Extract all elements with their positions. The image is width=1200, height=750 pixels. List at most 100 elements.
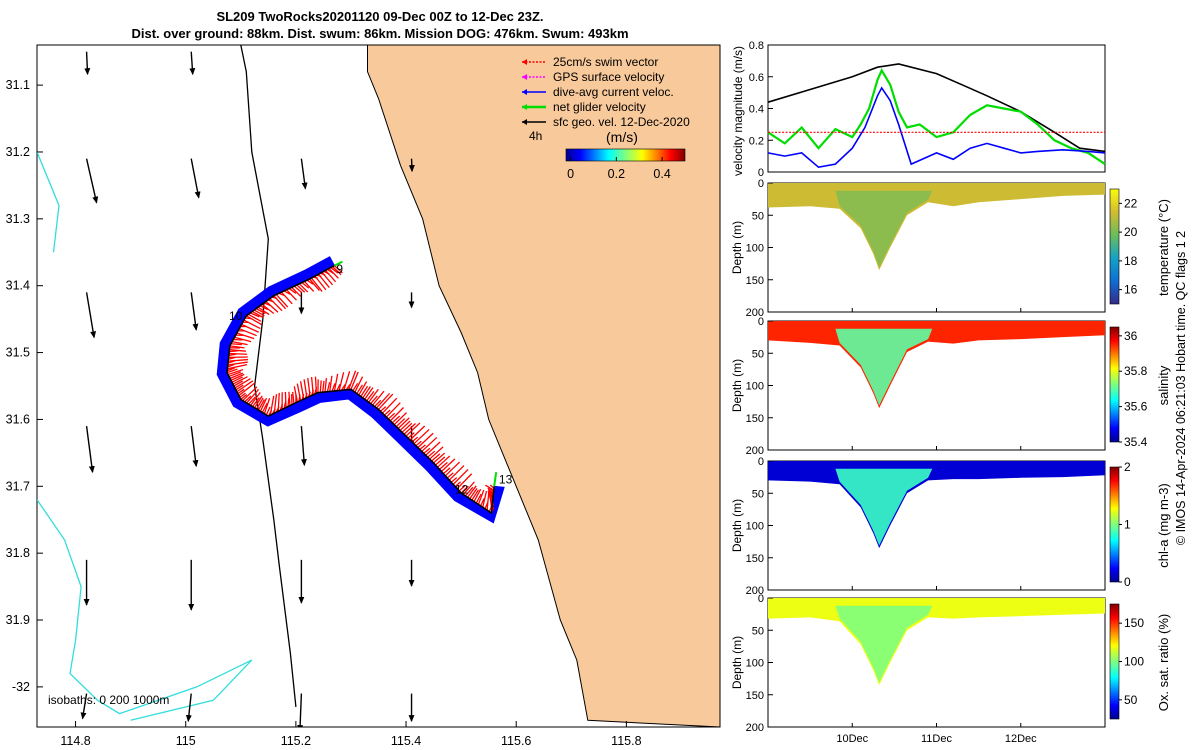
swim-vector: [281, 291, 293, 305]
geo-vector-arrow: [85, 158, 99, 204]
swim-vector: [401, 422, 413, 433]
swim-vector: [324, 377, 328, 393]
map-y-tick-label: 31.3: [6, 212, 30, 226]
section-colorbar-label: 20: [1124, 225, 1138, 239]
section-colorbar: [1109, 188, 1120, 305]
section-colorbar-label: 22: [1124, 196, 1138, 210]
swim-vector: [242, 386, 258, 402]
net-velocity-start: [333, 260, 343, 267]
net-track-line: [226, 264, 495, 515]
swim-vector: [450, 477, 458, 483]
swim-vector: [226, 368, 238, 374]
swim-vector: [293, 285, 303, 294]
legend-label: dive-avg current veloc.: [553, 85, 674, 99]
swim-vector: [248, 396, 256, 405]
section-colorbar-label: 1: [1124, 518, 1131, 532]
swim-vector: [332, 266, 342, 276]
swim-vector: [441, 458, 456, 472]
section-depth-tick-label: 50: [752, 625, 764, 637]
section-colorbar: [1109, 326, 1120, 443]
swim-vector: [309, 278, 320, 291]
section-depth-tick-label: 100: [746, 243, 764, 255]
legend-sub-4h: 4h: [529, 129, 542, 143]
colorbar-tick-label: 0.2: [608, 167, 625, 181]
swim-vector: [403, 423, 416, 435]
section-colorbar-label: 50: [1124, 693, 1138, 707]
swim-vector: [444, 461, 461, 477]
geo-vector-arrow: [300, 426, 307, 467]
swim-vector: [306, 279, 314, 285]
section-depth-tick-label: 150: [746, 275, 764, 287]
swim-vector: [265, 300, 279, 313]
swim-vector: [234, 378, 251, 389]
map-x-ticks: 114.8 115 115.2 115.4 115.6 115.8: [60, 721, 642, 748]
geo-vector-arrow: [85, 426, 95, 474]
swim-vector: [448, 465, 465, 481]
swim-vector: [487, 487, 494, 495]
swim-vector: [331, 383, 336, 392]
swim-vector: [310, 277, 323, 292]
section-colorbar-label: 100: [1124, 655, 1144, 669]
isobath-1000: [37, 499, 253, 721]
swim-vector: [263, 398, 271, 414]
swim-vector: [257, 306, 270, 316]
swim-vector: [376, 392, 391, 409]
swim-vector: [286, 289, 297, 301]
geo-vector-arrow: [185, 693, 192, 723]
geo-vector-arrow: [84, 51, 91, 76]
geo-vector-arrow: [408, 158, 415, 173]
map-y-tick-label: 31.9: [6, 613, 30, 627]
swim-vector: [409, 425, 426, 441]
swim-vector: [230, 343, 242, 346]
swim-vector: [298, 283, 309, 293]
swim-vector: [333, 265, 343, 274]
swim-vector: [232, 376, 248, 385]
swim-vector: [245, 315, 262, 326]
swim-vector: [352, 382, 359, 392]
swim-vector: [229, 372, 244, 379]
velocity-y-tick-label: 0: [758, 167, 764, 179]
velocity-y-tick-label: 0.4: [749, 104, 764, 116]
section-core-fill: [835, 605, 933, 683]
swim-vector: [296, 284, 306, 293]
swim-vector: [238, 328, 257, 337]
section-depth-tick-label: 50: [752, 348, 764, 360]
swim-vector: [464, 486, 474, 497]
swim-vector: [227, 364, 248, 370]
figure-title-line1: SL209 TwoRocks20201120 09-Dec 00Z to 12-…: [216, 9, 544, 24]
net-velocity-end: [493, 472, 498, 487]
swim-vector: [446, 472, 454, 479]
velocity-series-line: [767, 68, 1106, 166]
section-ylabel: Depth (m): [730, 359, 744, 412]
swim-vector: [250, 392, 261, 406]
swim-vector: [354, 376, 364, 393]
legend-arrowhead: [522, 89, 527, 95]
swim-vector: [429, 446, 444, 460]
swim-vector: [419, 444, 426, 451]
swim-vector: [427, 450, 436, 458]
swim-vector: [267, 299, 274, 303]
swim-vector: [364, 387, 374, 400]
swim-vector: [228, 352, 248, 355]
track-day-label: 13: [499, 473, 513, 487]
swim-vector: [475, 493, 482, 504]
map-x-tick-label: 114.8: [60, 734, 90, 748]
colorbar-label: (m/s): [606, 129, 638, 145]
swim-vector: [366, 390, 375, 402]
velocity-series-line: [767, 63, 1106, 153]
swim-vector: [233, 338, 243, 341]
track-day-label: 12: [455, 483, 469, 497]
swim-vector: [227, 368, 244, 376]
swim-vector: [433, 452, 446, 464]
geo-vector-arrow: [189, 51, 196, 76]
geo-vector-arrow: [190, 426, 199, 468]
section-colorbar: [1109, 466, 1120, 583]
swim-vector: [421, 436, 438, 452]
section-colorbar-label: 36: [1124, 329, 1138, 343]
swim-vector: [269, 395, 275, 416]
time-axis-label: 10Dec: [836, 733, 868, 745]
swim-vector: [236, 332, 255, 340]
swim-vector: [261, 402, 268, 413]
section-panel-chl-a: 0 50 100 150 200 Depth (m) 0 1 2 chl-a (mg m-3): [730, 456, 1171, 597]
